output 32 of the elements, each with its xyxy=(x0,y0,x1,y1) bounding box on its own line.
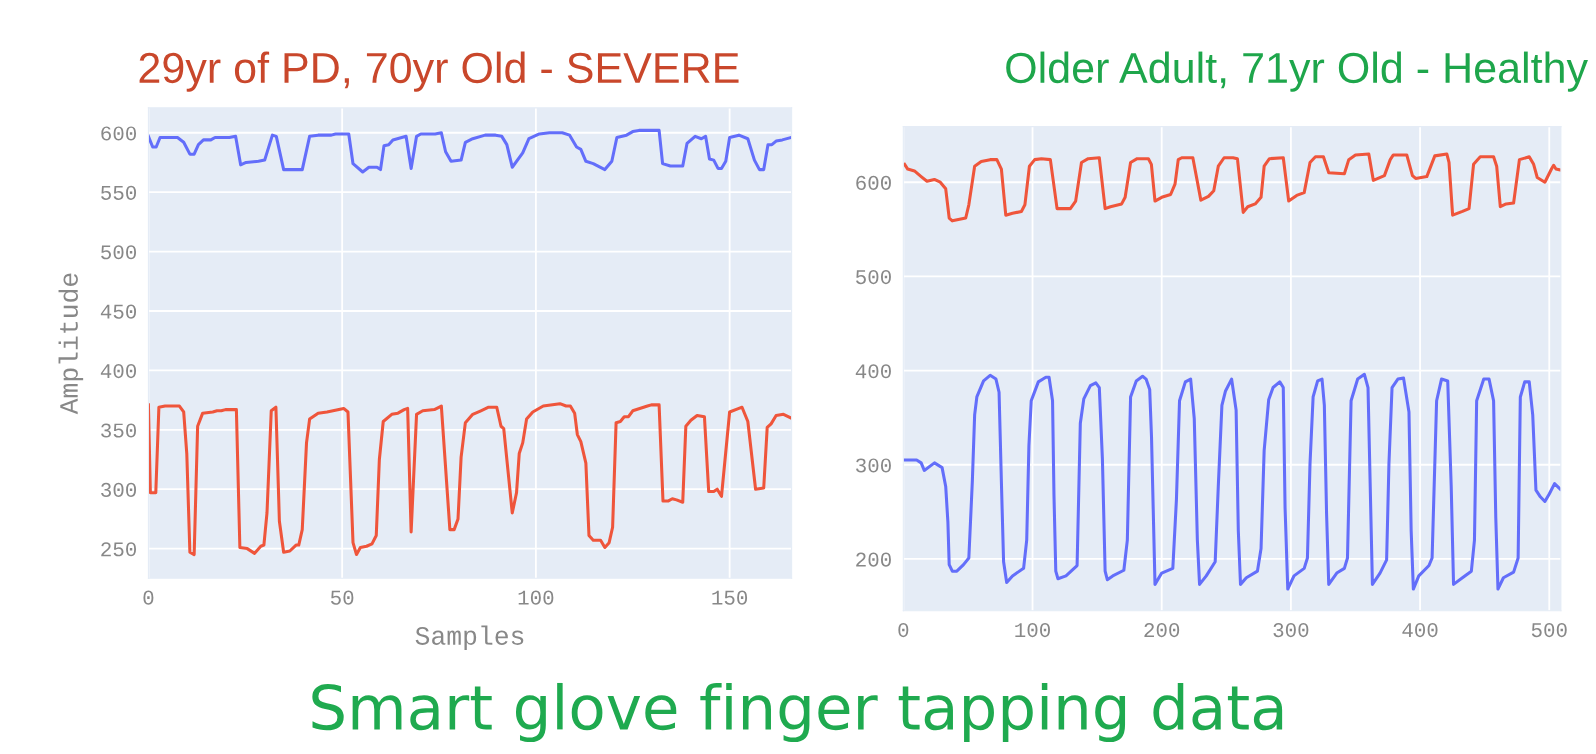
line-series xyxy=(148,402,792,557)
y-tick-label: 400 xyxy=(100,364,137,379)
x-tick-label: 300 xyxy=(1273,623,1309,638)
x-tick-label: 150 xyxy=(712,590,748,605)
line-series xyxy=(148,128,792,174)
x-tick-label: 100 xyxy=(1015,623,1050,638)
chart-title: Older Adult, 71yr Old - Healthy xyxy=(1006,51,1588,92)
y-tick-label: 500 xyxy=(856,270,891,285)
y-tick-label: 250 xyxy=(101,542,137,557)
y-tick-label: 550 xyxy=(101,185,137,200)
y-tick-label: 350 xyxy=(101,423,137,438)
chart-title: 29yr of PD, 70yr Old - SEVERE xyxy=(139,51,739,92)
y-tick-label: 200 xyxy=(856,552,891,567)
x-tick-label: 50 xyxy=(330,590,354,605)
y-axis-title: Amplitude xyxy=(58,273,84,415)
y-tick-label: 450 xyxy=(100,304,137,319)
y-tick-label: 400 xyxy=(855,364,891,379)
x-tick-label: 100 xyxy=(518,590,554,605)
y-tick-label: 500 xyxy=(101,245,137,260)
x-tick-label: 200 xyxy=(1144,623,1180,638)
y-tick-label: 600 xyxy=(856,175,891,190)
line-series xyxy=(903,372,1561,591)
line-series xyxy=(903,152,1561,223)
x-axis-title: Samples xyxy=(415,625,524,651)
y-tick-label: 600 xyxy=(101,126,137,141)
x-tick-label: 0 xyxy=(143,590,154,605)
x-tick-label: 0 xyxy=(898,623,909,638)
y-tick-label: 300 xyxy=(856,458,891,473)
x-tick-label: 500 xyxy=(1531,623,1567,638)
y-tick-label: 300 xyxy=(101,482,137,497)
text: Smart glove finger tapping data xyxy=(312,682,1283,743)
x-tick-label: 400 xyxy=(1402,623,1438,638)
